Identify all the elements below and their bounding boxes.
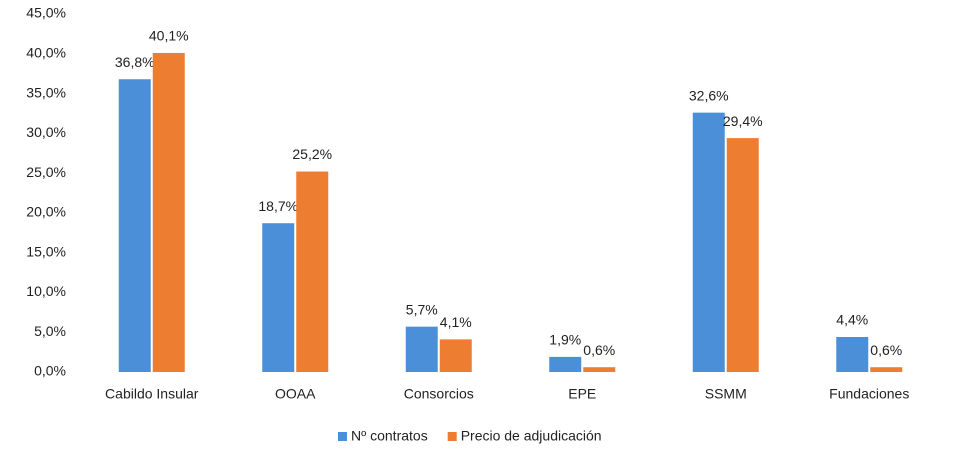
data-label: 29,4% bbox=[723, 113, 763, 129]
legend-label: Precio de adjudicación bbox=[461, 428, 602, 444]
bar bbox=[870, 367, 903, 372]
bar bbox=[262, 223, 295, 372]
bar bbox=[549, 356, 582, 372]
data-label: 0,6% bbox=[583, 342, 615, 358]
x-tick-label: EPE bbox=[568, 386, 596, 402]
y-tick-label: 40,0% bbox=[26, 44, 66, 60]
x-tick-label: Fundaciones bbox=[829, 386, 909, 402]
data-label: 0,6% bbox=[870, 342, 902, 358]
y-tick-label: 25,0% bbox=[26, 164, 66, 180]
bar bbox=[692, 112, 725, 372]
data-label: 40,1% bbox=[149, 28, 189, 44]
legend-swatch bbox=[338, 432, 347, 441]
y-tick-label: 30,0% bbox=[26, 124, 66, 140]
data-label: 32,6% bbox=[689, 87, 729, 103]
bar bbox=[439, 339, 472, 372]
y-tick-label: 20,0% bbox=[26, 204, 66, 220]
legend-label: Nº contratos bbox=[351, 428, 428, 444]
bar bbox=[118, 79, 151, 372]
x-tick-label: Consorcios bbox=[404, 386, 474, 402]
bar bbox=[583, 367, 616, 372]
bar bbox=[726, 138, 759, 372]
y-tick-label: 15,0% bbox=[26, 243, 66, 259]
data-label: 5,7% bbox=[406, 301, 438, 317]
y-tick-label: 10,0% bbox=[26, 283, 66, 299]
y-tick-label: 5,0% bbox=[34, 323, 66, 339]
data-label: 18,7% bbox=[258, 198, 298, 214]
data-label: 4,1% bbox=[440, 314, 472, 330]
legend-swatch bbox=[447, 432, 457, 441]
bar bbox=[152, 52, 185, 372]
bar bbox=[296, 171, 329, 372]
data-label: 4,4% bbox=[836, 312, 868, 328]
bar bbox=[405, 326, 438, 372]
y-tick-label: 35,0% bbox=[26, 84, 66, 100]
x-tick-label: OOAA bbox=[275, 386, 316, 402]
data-label: 36,8% bbox=[115, 54, 155, 70]
y-tick-label: 0,0% bbox=[34, 363, 66, 379]
y-tick-label: 45,0% bbox=[26, 5, 66, 21]
x-tick-label: SSMM bbox=[705, 386, 747, 402]
bar bbox=[836, 336, 869, 372]
x-tick-label: Cabildo Insular bbox=[105, 386, 199, 402]
data-label: 25,2% bbox=[292, 146, 332, 162]
data-label: 1,9% bbox=[549, 332, 581, 348]
